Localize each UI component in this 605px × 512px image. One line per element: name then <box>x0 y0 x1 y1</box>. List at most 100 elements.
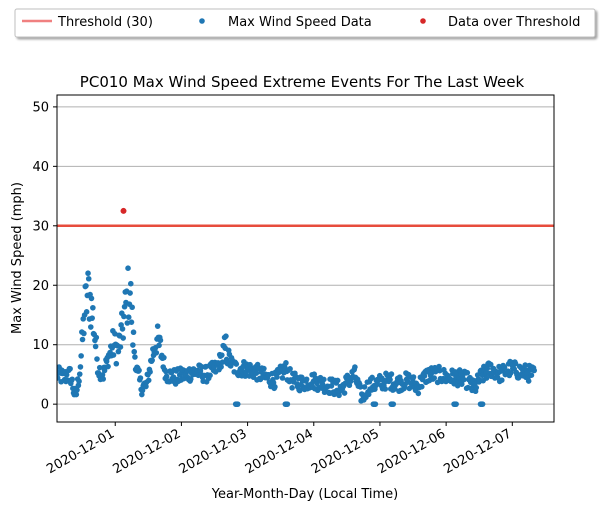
data-point <box>96 364 103 371</box>
data-point <box>421 373 428 379</box>
data-point <box>484 365 491 372</box>
y-axis-ticks: 0 10 20 30 40 50 <box>32 100 57 413</box>
legend-threshold-label: Threshold (30) <box>57 15 153 30</box>
x-tick-label-2020-12-07: 2020-12-07 <box>441 426 514 477</box>
data-point <box>415 390 422 397</box>
data-point <box>83 283 89 289</box>
data-point <box>207 372 213 379</box>
data-point <box>113 360 120 367</box>
data-point-zero <box>479 401 486 407</box>
data-point <box>161 354 167 361</box>
data-point <box>253 370 260 376</box>
data-point <box>78 353 84 359</box>
data-point <box>507 370 514 376</box>
data-point <box>117 344 124 350</box>
data-point <box>464 369 471 376</box>
data-point <box>81 330 87 337</box>
data-point <box>149 357 155 363</box>
data-point-zero <box>234 401 241 407</box>
data-point <box>129 304 135 311</box>
data-point <box>131 348 138 355</box>
data-point <box>336 392 342 399</box>
data-point <box>121 313 127 320</box>
data-point <box>296 387 303 394</box>
data-point <box>139 387 146 394</box>
data-point <box>119 326 126 332</box>
over-threshold-points <box>120 207 127 214</box>
data-point <box>334 377 341 384</box>
data-point <box>73 391 80 398</box>
data-point-zero <box>453 401 459 407</box>
data-point <box>387 376 393 383</box>
data-point <box>127 280 134 287</box>
data-point <box>87 324 94 330</box>
data-point <box>145 377 152 384</box>
x-tick-label-2020-12-05: 2020-12-05 <box>309 426 382 477</box>
data-point <box>392 386 398 392</box>
data-point <box>154 323 161 329</box>
data-point <box>132 354 138 360</box>
y-tick-label-50: 50 <box>32 100 49 115</box>
data-point <box>501 364 508 371</box>
x-axis-ticks: 2020-12-01 2020-12-02 2020-12-03 2020-12… <box>44 422 514 477</box>
y-tick-label-30: 30 <box>32 219 49 234</box>
data-points <box>57 265 537 407</box>
data-point <box>88 295 95 302</box>
data-point <box>153 349 160 356</box>
y-tick-label-10: 10 <box>32 338 49 353</box>
data-point <box>261 365 267 372</box>
data-point <box>283 360 289 366</box>
data-point <box>125 265 131 271</box>
legend-data-label: Max Wind Speed Data <box>228 15 372 30</box>
data-point <box>321 376 327 383</box>
data-point <box>522 362 529 368</box>
x-tick-label-2020-12-03: 2020-12-03 <box>177 426 250 477</box>
data-point <box>75 382 82 389</box>
data-point <box>418 383 425 390</box>
data-point <box>219 359 226 365</box>
data-point <box>120 335 126 341</box>
data-point <box>163 368 169 375</box>
data-point <box>147 369 153 375</box>
legend: Threshold (30) Max Wind Speed Data Data … <box>14 8 596 38</box>
data-point <box>303 376 310 383</box>
legend-data-swatch <box>199 18 205 24</box>
data-point <box>341 390 348 396</box>
grid-lines <box>57 106 554 405</box>
data-point-zero <box>284 401 291 407</box>
data-point <box>512 360 519 367</box>
data-point <box>137 375 144 381</box>
data-point <box>85 270 91 277</box>
data-point <box>274 374 280 380</box>
data-point-zero <box>390 401 397 407</box>
data-point <box>483 375 490 381</box>
data-point <box>528 372 535 378</box>
x-tick-label-2020-12-02: 2020-12-02 <box>110 426 183 477</box>
data-point <box>233 361 240 367</box>
data-point <box>388 371 395 377</box>
data-point <box>474 372 481 378</box>
data-point <box>110 352 117 358</box>
data-point <box>100 376 107 382</box>
data-point <box>94 356 100 362</box>
data-point <box>328 383 335 389</box>
data-point <box>361 384 368 390</box>
data-point <box>74 387 80 393</box>
data-point <box>67 365 73 372</box>
data-point <box>63 371 70 378</box>
legend-box <box>14 8 596 38</box>
y-axis-label: Max Wind Speed (mph) <box>10 182 25 334</box>
data-point <box>369 374 375 381</box>
data-point <box>218 364 224 370</box>
data-point <box>83 309 90 315</box>
data-point <box>89 315 95 321</box>
data-point <box>410 374 417 380</box>
data-point <box>473 384 480 391</box>
data-point <box>219 352 225 358</box>
data-point <box>115 348 122 355</box>
data-point <box>531 367 537 374</box>
data-point <box>314 380 320 387</box>
data-point <box>105 363 111 370</box>
y-tick-label-0: 0 <box>41 398 49 413</box>
x-axis-label: Year-Month-Day (Local Time) <box>211 487 398 502</box>
